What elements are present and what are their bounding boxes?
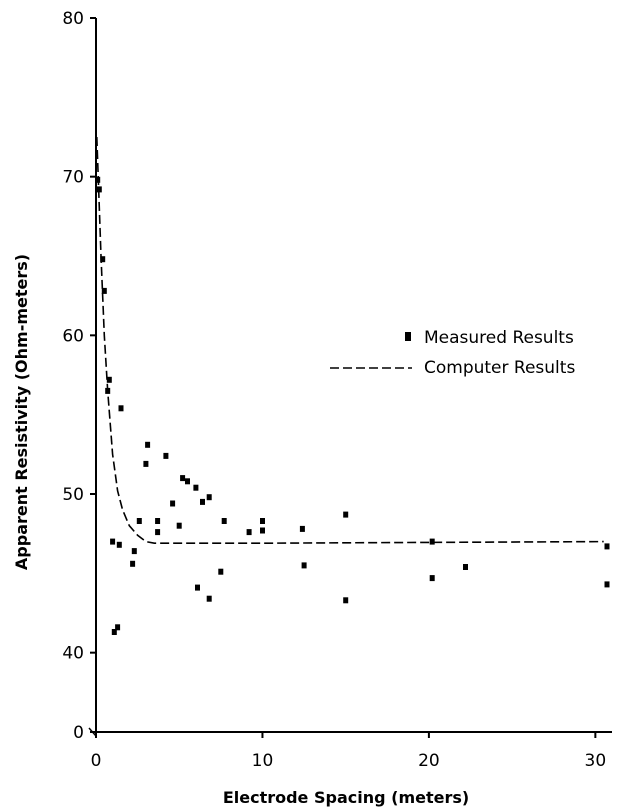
- y-tick-label: 80: [62, 9, 84, 29]
- measured-point: [105, 387, 111, 394]
- measured-results-layer: [95, 176, 610, 635]
- measured-point: [218, 568, 224, 575]
- measured-point: [604, 581, 610, 588]
- measured-point: [143, 460, 149, 467]
- measured-point: [221, 518, 227, 524]
- measured-point: [195, 584, 200, 591]
- measured-point: [96, 186, 102, 193]
- measured-point: [110, 538, 116, 545]
- measured-point: [100, 256, 106, 263]
- legend: Measured Results Computer Results: [330, 328, 575, 378]
- measured-point: [260, 518, 265, 524]
- measured-point: [101, 287, 107, 294]
- measured-point: [95, 176, 101, 183]
- measured-point: [116, 541, 122, 548]
- computer-results-layer: [96, 136, 604, 544]
- x-tick-label: 20: [418, 751, 440, 771]
- x-axis-title: Electrode Spacing (meters): [223, 788, 469, 807]
- measured-point: [463, 564, 468, 570]
- measured-point: [193, 484, 199, 491]
- measured-point: [163, 452, 169, 459]
- y-tick-label: 60: [62, 326, 84, 346]
- y-tick-label: 70: [62, 168, 84, 188]
- y-ticks: 0 40 50 60 70 80: [62, 9, 96, 743]
- measured-point: [111, 629, 117, 635]
- measured-point: [176, 522, 182, 529]
- x-ticks: 0 10 20 30: [91, 732, 607, 771]
- measured-point: [180, 475, 186, 482]
- y-tick-label: 50: [62, 485, 84, 505]
- measured-point: [343, 511, 349, 518]
- measured-point: [246, 529, 252, 536]
- legend-measured-label: Measured Results: [424, 328, 574, 348]
- legend-measured-marker: [405, 332, 411, 341]
- measured-point: [185, 478, 190, 485]
- measured-point: [206, 595, 212, 602]
- measured-point: [260, 527, 265, 534]
- measured-point: [155, 518, 161, 524]
- measured-point: [343, 597, 349, 604]
- axis-break-mark: [88, 727, 97, 737]
- measured-point: [301, 562, 307, 569]
- y-axis-title: Apparent Resistivity (Ohm-meters): [12, 254, 31, 570]
- measured-point: [131, 548, 137, 555]
- measured-point: [106, 376, 112, 383]
- measured-point: [155, 529, 161, 536]
- measured-point: [136, 518, 142, 524]
- legend-computer-label: Computer Results: [424, 358, 575, 378]
- axes: [88, 18, 612, 737]
- y-tick-label: 40: [62, 644, 84, 664]
- measured-point: [118, 405, 124, 412]
- x-tick-label: 0: [91, 751, 102, 771]
- measured-point: [200, 498, 205, 505]
- measured-point: [429, 538, 435, 545]
- measured-point: [299, 525, 305, 532]
- x-tick-label: 30: [585, 751, 607, 771]
- measured-point: [429, 575, 435, 582]
- measured-point: [604, 543, 610, 550]
- measured-point: [115, 624, 121, 631]
- measured-point: [145, 441, 151, 448]
- measured-point: [130, 560, 136, 567]
- measured-point: [206, 494, 212, 501]
- computer-results-line: [96, 136, 604, 544]
- measured-point: [170, 500, 176, 507]
- y-tick-label: 0: [73, 723, 84, 743]
- x-tick-label: 10: [252, 751, 274, 771]
